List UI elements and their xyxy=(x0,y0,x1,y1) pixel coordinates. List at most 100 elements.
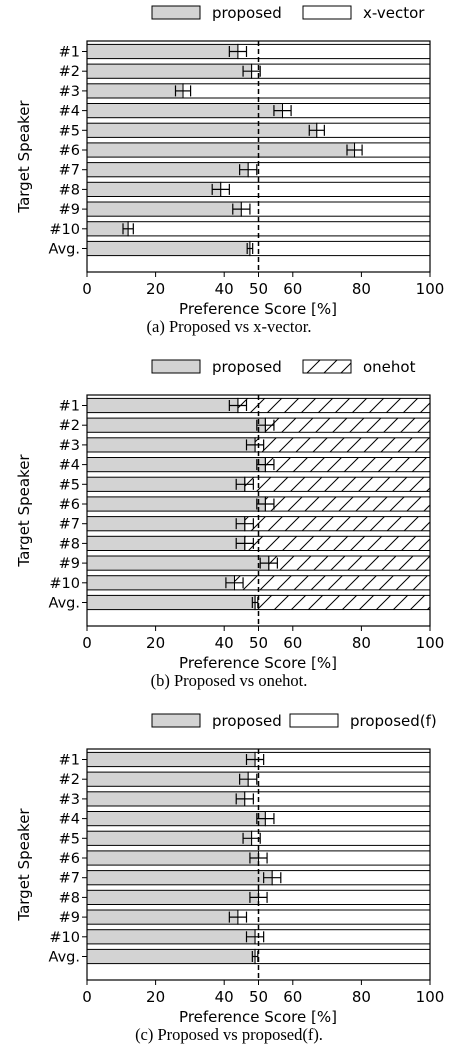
bar-proposed xyxy=(86,575,235,591)
x-axis-label: Preference Score [%] xyxy=(179,1008,337,1026)
x-tick-label: 100 xyxy=(416,634,445,652)
error-bar xyxy=(256,419,275,431)
bar-other xyxy=(254,929,431,945)
bar-other xyxy=(237,909,431,925)
y-tick-label: #2 xyxy=(59,772,80,788)
x-tick-label: 40 xyxy=(215,988,234,1006)
bar-other xyxy=(254,594,431,611)
y-tick-label: #10 xyxy=(49,576,80,592)
bar-proposed xyxy=(86,122,318,138)
bar-other xyxy=(254,948,431,965)
x-tick-label: 50 xyxy=(249,280,268,298)
bar-other xyxy=(254,751,431,768)
y-tick-label: #1 xyxy=(59,753,80,769)
x-tick-label: 80 xyxy=(352,634,371,652)
bar-other xyxy=(254,437,431,453)
error-bar xyxy=(122,223,134,235)
error-bar xyxy=(235,518,254,530)
chart-panel-1: proposed x-vector #1 #2 #3 #4 #5 #6 #7 #8 #9 #10 Avg… xyxy=(15,4,444,336)
bar-other xyxy=(264,496,431,512)
bar-proposed xyxy=(86,929,256,945)
bar-other xyxy=(316,122,431,138)
error-bar xyxy=(242,832,261,844)
error-bar xyxy=(239,773,258,785)
x-axis-label: Preference Score [%] xyxy=(179,654,337,672)
error-bar xyxy=(228,400,248,411)
bar-other xyxy=(251,63,431,79)
bar-other xyxy=(247,162,431,178)
x-tick-label: 60 xyxy=(283,634,302,652)
bar-proposed xyxy=(86,751,256,768)
bar-other xyxy=(249,240,431,257)
y-tick-label: #1 xyxy=(59,45,80,61)
error-bar xyxy=(232,203,251,215)
y-tick-label: #5 xyxy=(59,831,80,847)
x-tick-label: 60 xyxy=(283,988,302,1006)
y-tick-label: #7 xyxy=(59,517,80,533)
bar-proposed xyxy=(86,791,246,807)
y-tick-label: #9 xyxy=(59,556,80,572)
y-tick-label: #1 xyxy=(59,399,80,415)
error-bar xyxy=(174,85,192,97)
legend: proposed onehot xyxy=(151,358,416,376)
bars xyxy=(86,397,431,611)
bar-other xyxy=(271,870,431,886)
bar-other xyxy=(264,457,431,473)
error-bar xyxy=(256,498,275,510)
chart-panel-2: proposed onehot #1 #2 #3 #4 #5 #6 #7 #8 #9 #10 Avg. 0… xyxy=(15,358,444,690)
x-tick-label: 0 xyxy=(82,280,92,298)
error-bar xyxy=(225,577,244,589)
x-axis-label: Preference Score [%] xyxy=(179,300,337,318)
bar-proposed xyxy=(86,889,259,905)
bar-other xyxy=(264,417,431,433)
bar-other xyxy=(237,397,431,414)
x-tick-label: 40 xyxy=(215,280,234,298)
bar-proposed xyxy=(86,63,253,79)
bar-other xyxy=(220,181,431,198)
bar-other xyxy=(354,142,431,158)
y-tick-label: #8 xyxy=(59,182,80,198)
error-bar xyxy=(228,911,248,923)
bar-other xyxy=(244,791,431,807)
bar-other xyxy=(282,103,431,119)
chart-caption: (a) Proposed vs x-vector. xyxy=(147,317,312,336)
error-bar xyxy=(245,931,265,943)
legend-label-other: onehot xyxy=(363,358,416,376)
y-axis-label: Target Speaker xyxy=(15,100,33,214)
chart-caption: (c) Proposed vs proposed(f). xyxy=(135,1025,323,1044)
legend-label-other: proposed(f) xyxy=(350,712,437,730)
error-bar xyxy=(246,243,254,254)
y-tick-label: #9 xyxy=(59,910,80,926)
bar-proposed xyxy=(86,103,284,119)
error-bar xyxy=(235,793,254,805)
x-tick-label: 0 xyxy=(82,634,92,652)
legend: proposed x-vector xyxy=(151,4,425,22)
error-bar xyxy=(235,478,254,490)
y-tick-label: #10 xyxy=(49,930,80,946)
x-tick-label: 40 xyxy=(215,634,234,652)
legend-swatch-other xyxy=(289,713,339,728)
bar-other xyxy=(247,771,431,787)
y-axis-label: Target Speaker xyxy=(15,808,33,922)
bar-proposed xyxy=(86,142,356,158)
bar-proposed xyxy=(86,476,246,492)
y-tick-label: #3 xyxy=(59,792,80,808)
bar-proposed xyxy=(86,437,256,453)
legend-swatch-other xyxy=(302,359,352,374)
error-bar xyxy=(346,144,363,156)
bar-other xyxy=(127,221,431,237)
bar-other xyxy=(258,889,431,905)
bar-proposed xyxy=(86,417,266,433)
x-tick-label: 100 xyxy=(416,988,445,1006)
error-bar xyxy=(256,813,275,825)
bar-proposed xyxy=(86,811,266,827)
error-bar xyxy=(273,105,292,117)
error-bar xyxy=(245,754,265,765)
bar-other xyxy=(182,83,431,99)
y-tick-label: #6 xyxy=(59,851,80,867)
bar-proposed xyxy=(86,457,266,473)
bar-proposed xyxy=(86,870,273,886)
y-tick-label: #10 xyxy=(49,222,80,238)
legend: proposed proposed(f) xyxy=(151,712,437,730)
